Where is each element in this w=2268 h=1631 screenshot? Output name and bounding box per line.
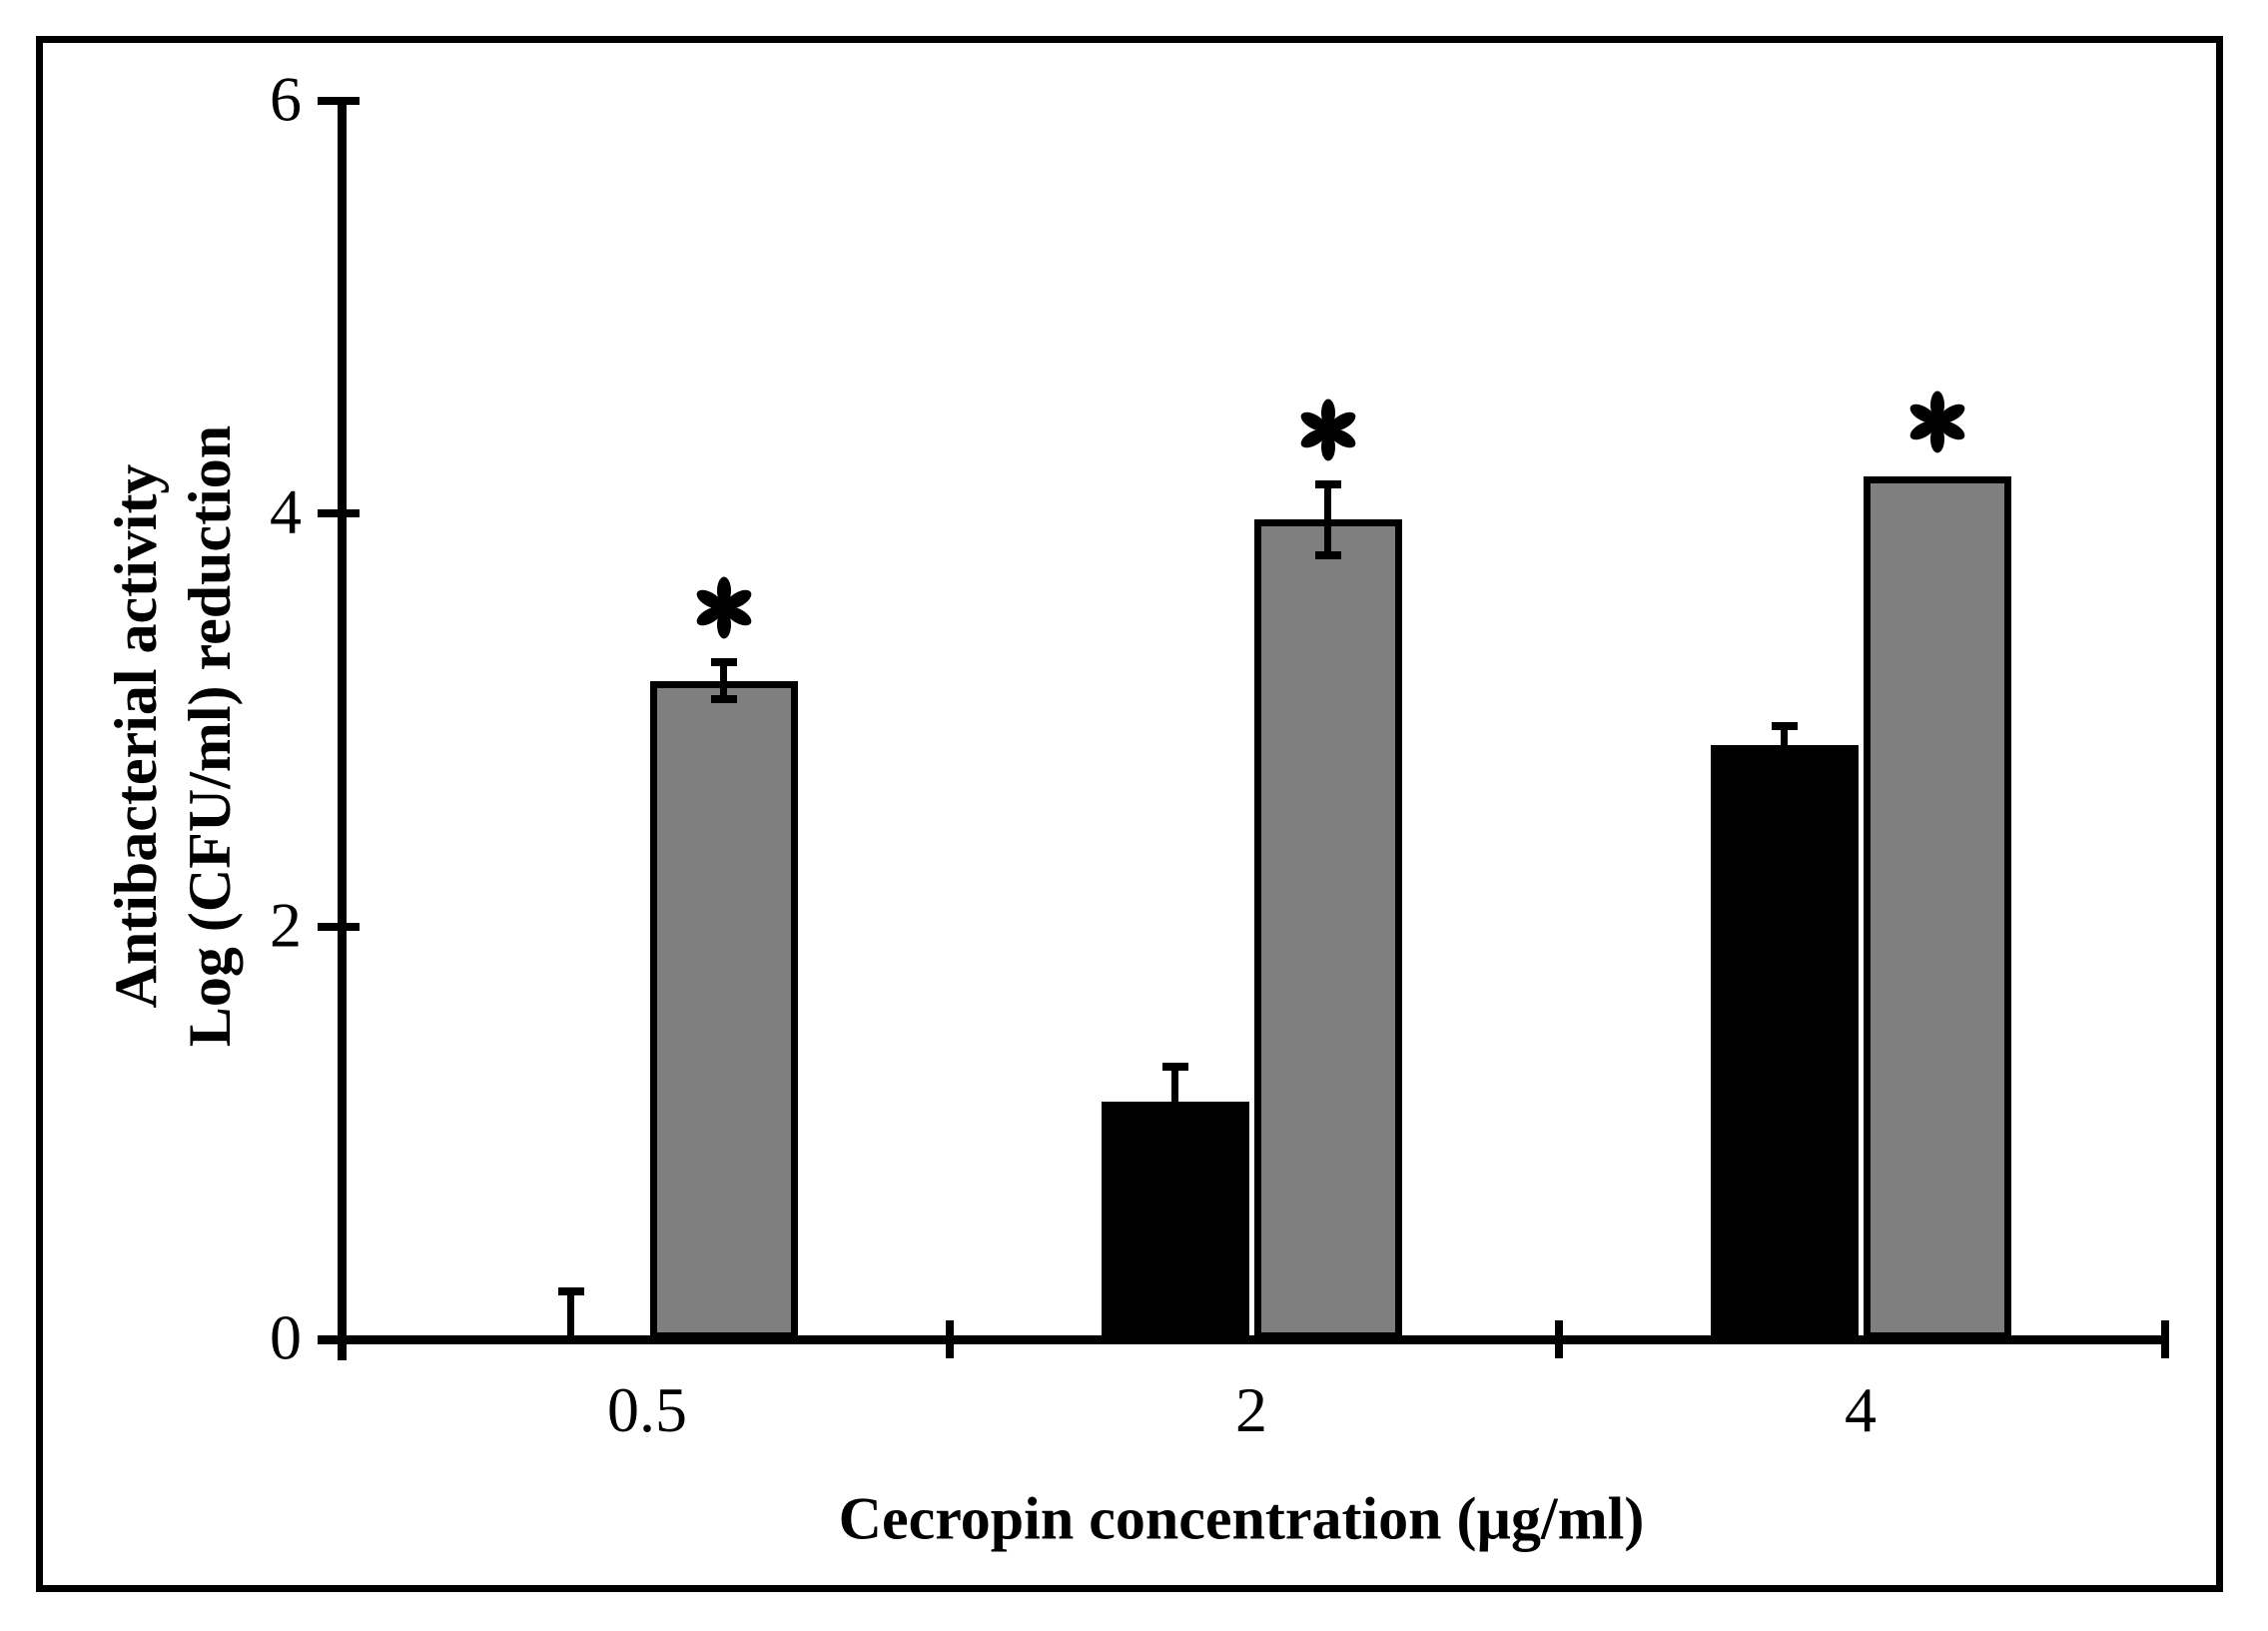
x-category-label-4: 4 xyxy=(1845,1374,1877,1445)
x-category-label-0.5: 0.5 xyxy=(607,1374,687,1445)
error-bar-gray-0.5-cap-bottom xyxy=(710,695,737,704)
error-bar-black-2-line xyxy=(1171,1067,1178,1115)
bar-black-4 xyxy=(1710,744,1859,1339)
error-bar-black-0.5-cap-top xyxy=(557,1287,584,1296)
x-axis-tick xyxy=(1554,1320,1563,1358)
significance-asterisk-icon-2 xyxy=(1296,399,1360,467)
bar-gray-0.5 xyxy=(649,680,798,1339)
y-axis-title-line2: Log (CFU/ml) reduction xyxy=(177,424,243,1048)
y-axis-tick xyxy=(318,509,360,518)
x-axis-title: Cecropin concentration (µg/ml) xyxy=(838,1485,1645,1552)
x-axis-tick xyxy=(945,1320,954,1358)
x-category-label-2: 2 xyxy=(1235,1374,1267,1445)
y-axis-title-line1: Antibacterial activity xyxy=(103,463,169,1009)
y-tick-label-0: 0 xyxy=(270,1301,302,1373)
y-tick-label-2: 2 xyxy=(270,889,302,961)
error-bar-gray-2-cap-top xyxy=(1314,480,1341,489)
x-axis-tick xyxy=(2161,1320,2169,1358)
y-axis-line xyxy=(337,96,347,1360)
y-axis-tick xyxy=(318,96,360,105)
error-bar-gray-0.5-cap-top xyxy=(710,658,737,667)
error-bar-gray-2-cap-bottom xyxy=(1314,550,1341,559)
significance-asterisk-icon-0.5 xyxy=(692,576,756,645)
error-bar-black-2-cap-top xyxy=(1161,1063,1188,1072)
y-tick-label-6: 6 xyxy=(270,63,302,135)
error-bar-black-4-cap-top xyxy=(1771,722,1798,731)
error-bar-black-0.5-line xyxy=(567,1291,574,1339)
bar-black-2 xyxy=(1101,1102,1249,1339)
bar-gray-2 xyxy=(1253,519,1402,1339)
y-axis-title: Antibacterial activity Log (CFU/ml) redu… xyxy=(99,425,247,1047)
x-axis-line xyxy=(318,1334,2165,1344)
y-axis-tick xyxy=(318,922,360,931)
error-bar-gray-2-line xyxy=(1324,484,1331,555)
significance-asterisk-icon-4 xyxy=(1905,390,1969,458)
y-tick-label-4: 4 xyxy=(270,475,302,547)
error-bar-gray-0.5-line xyxy=(720,662,727,700)
bar-gray-4 xyxy=(1863,475,2011,1339)
error-bar-black-4-line xyxy=(1781,726,1788,757)
